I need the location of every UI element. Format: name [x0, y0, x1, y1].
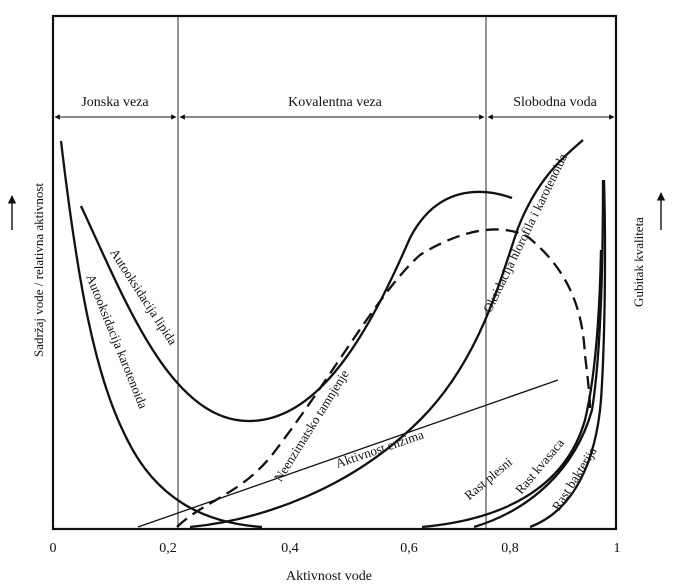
- y-axis-right-title: Gubitak kvaliteta: [631, 217, 646, 307]
- label-mold-growth: Rast plesni: [461, 454, 515, 503]
- curve-lipid-autooxidation: [79, 190, 513, 423]
- x-axis-title: Aktivnost vode: [286, 569, 372, 584]
- curve-nonenzymatic-browning: [176, 228, 592, 528]
- curve-yeast-growth: [473, 179, 605, 529]
- zone-label-covalent: Kovalentna veza: [288, 95, 382, 110]
- curve-chlorophyll-oxidation: [189, 139, 584, 529]
- curve-enzyme-activity: [137, 379, 559, 528]
- x-tick-1: 0,2: [159, 541, 177, 556]
- curve-carotenoid-autooxidation: [59, 140, 263, 529]
- label-chlorophyll-oxidation: Oksidacija hlorofila i karotenoida: [480, 151, 570, 315]
- zone-label-free: Slobodna voda: [513, 95, 597, 110]
- x-tick-5: 1: [614, 541, 621, 556]
- curve-mold-growth: [421, 249, 603, 529]
- x-tick-3: 0,6: [400, 541, 418, 556]
- x-tick-2: 0,4: [281, 541, 299, 556]
- x-tick-0: 0: [50, 541, 57, 556]
- zone-label-ionic: Jonska veza: [81, 95, 149, 110]
- label-enzyme-activity: Aktivnost enzima: [334, 427, 426, 471]
- curve-bacteria-growth: [529, 179, 607, 529]
- y-axis-left-title: Sadržaj vode / relativna aktivnost: [31, 183, 46, 357]
- x-tick-4: 0,8: [501, 541, 519, 556]
- plot-frame: [51, 14, 618, 531]
